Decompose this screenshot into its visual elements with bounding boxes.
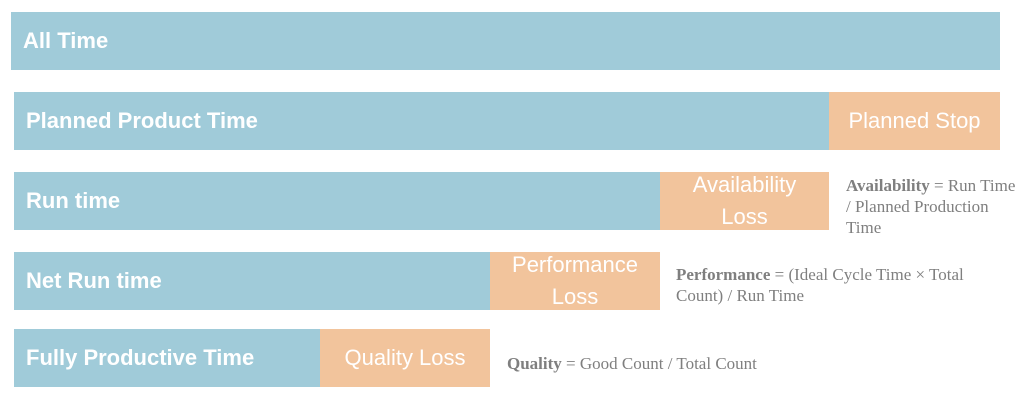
availability-loss-label-line1: Availability — [692, 172, 797, 197]
quality-formula: Quality = Good Count / Total Count — [507, 353, 847, 374]
run-time-label: Run time — [26, 188, 121, 213]
fully-productive-time-bar: Fully Productive Time — [14, 329, 320, 387]
planned-product-time-bar: Planned Product Time — [14, 92, 829, 150]
planned-product-time-label: Planned Product Time — [26, 108, 258, 133]
performance-formula: Performance = (Ideal Cycle Time × Total … — [676, 264, 1006, 306]
availability-formula: Availability = Run Time / Planned Produc… — [846, 175, 1016, 238]
quality-loss-block: Quality Loss — [320, 329, 490, 387]
availability-term: Availability — [846, 176, 930, 195]
performance-loss-label-line1: Performance — [512, 252, 638, 277]
performance-loss-block: Performance Loss — [490, 252, 660, 310]
planned-stop-label: Planned Stop — [848, 108, 981, 133]
performance-term: Performance — [676, 265, 771, 284]
availability-loss-label-line2: Loss — [721, 204, 768, 229]
net-run-time-bar: Net Run time — [14, 252, 490, 310]
performance-formula-text: = (Ideal Cycle Time × Total Count) / Run… — [676, 265, 964, 305]
quality-formula-text: = Good Count / Total Count — [561, 354, 757, 373]
fully-productive-time-label: Fully Productive Time — [26, 345, 255, 370]
availability-loss-block: Availability Loss — [660, 172, 829, 230]
all-time-bar: All Time — [11, 12, 1000, 70]
all-time-label: All Time — [23, 28, 109, 53]
quality-loss-label: Quality Loss — [344, 345, 466, 370]
availability-formula-text: = Run Time / Planned Production Time — [846, 176, 1016, 237]
net-run-time-label: Net Run time — [26, 268, 162, 293]
quality-term: Quality — [507, 354, 562, 373]
performance-loss-label-line2: Loss — [551, 284, 599, 309]
planned-stop-block: Planned Stop — [829, 92, 1000, 150]
run-time-bar: Run time — [14, 172, 660, 230]
